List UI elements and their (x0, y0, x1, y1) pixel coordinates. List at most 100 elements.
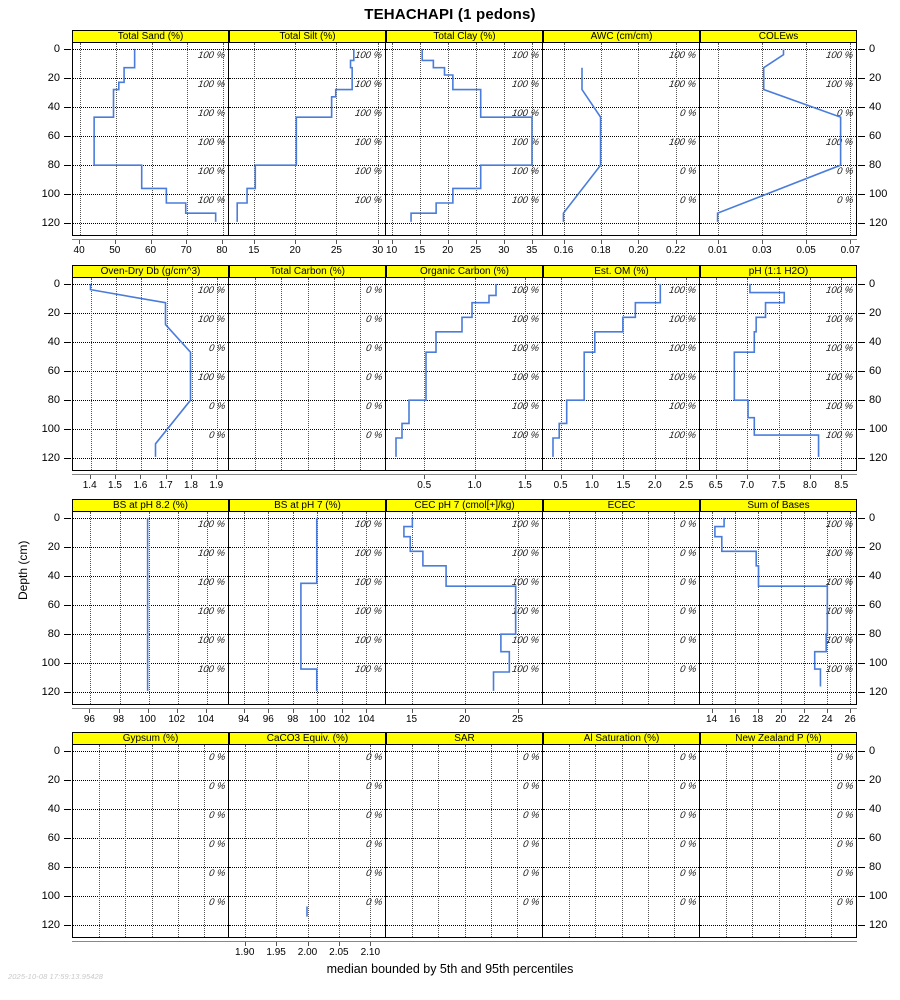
panel-title: Organic Carbon (%) (386, 265, 543, 278)
coverage-percent-label: 0 % (678, 547, 697, 559)
depth-gridline (543, 576, 699, 577)
x-axis-tick (686, 474, 688, 479)
x-axis-tick-label: 2.05 (329, 947, 349, 958)
x-axis-tick-label: 26 (844, 714, 856, 725)
depth-tick-left (64, 342, 71, 343)
value-gridline (166, 278, 168, 470)
depth-gridline (700, 165, 856, 167)
depth-gridline (700, 663, 856, 665)
chart-panel-al-saturation: Al Saturation (%) 0 % 0 % 0 % 0 % 0 % 0 % (543, 732, 700, 937)
value-gridline (341, 512, 343, 704)
depth-tick-label-left: 40 (47, 101, 60, 113)
series-line (700, 512, 856, 704)
depth-gridline (229, 165, 385, 167)
coverage-percent-label: 0 % (678, 664, 697, 676)
x-axis-tick (419, 239, 421, 244)
x-axis-tick-label: 1.5 (108, 480, 122, 491)
depth-gridline (73, 809, 228, 810)
series-line (700, 43, 856, 235)
x-axis-tick (338, 941, 340, 946)
depth-tick-label-left: 120 (41, 686, 60, 699)
depth-tick-right (858, 605, 865, 607)
x-axis-tick (150, 239, 152, 244)
x-axis-tick-label: 40 (73, 245, 85, 256)
depth-tick-label-right: 40 (869, 803, 882, 815)
x-axis-tick (205, 708, 207, 713)
depth-gridline (700, 458, 856, 460)
x-axis-tick-label: 16 (729, 714, 741, 725)
depth-gridline (229, 896, 385, 898)
x-axis-tick (761, 239, 763, 244)
value-gridline (806, 43, 808, 235)
chart-panel-total-clay: Total Clay (%) 100 % 100 % 100 % 100 % 100 % 1… (386, 30, 543, 235)
panel-bottom-border (72, 704, 857, 705)
value-gridline (747, 278, 749, 470)
depth-tick-label-left: 20 (47, 540, 60, 553)
value-gridline (177, 745, 179, 937)
value-gridline (125, 745, 127, 937)
value-gridline (516, 745, 518, 937)
depth-gridline (386, 925, 542, 927)
panel-plot-area: 0 % 0 % 0 % 0 % 0 % 0 % (72, 745, 229, 937)
depth-gridline (229, 867, 385, 869)
x-axis-tick (717, 239, 719, 244)
coverage-percent-label: 0 % (835, 810, 854, 821)
x-axis-tick (711, 708, 713, 713)
x-axis-tick-label: 1.8 (184, 480, 198, 491)
depth-tick-label-right: 20 (869, 71, 882, 84)
depth-gridline (543, 692, 699, 694)
x-axis-tick (268, 708, 270, 713)
x-axis-tick-label: 1.0 (585, 480, 599, 491)
coverage-percent-label: 0 % (207, 751, 226, 763)
chart-panel-est-om: Est. OM (%) 100 % 100 % 100 % 100 % 100 % 100 … (543, 265, 700, 470)
depth-gridline (543, 605, 699, 607)
x-axis-tick (803, 708, 805, 713)
panel-title: SAR (386, 732, 543, 745)
depth-gridline (543, 400, 699, 402)
chart-panel-ph-1-1-h2o: pH (1:1 H2O) 100 % 100 % 100 % 100 % 100 % 100… (700, 265, 857, 470)
x-axis-tick (295, 239, 297, 244)
depth-gridline (700, 223, 856, 225)
value-gridline (222, 43, 224, 235)
x-axis-tick-label: 20 (289, 245, 301, 256)
panel-plot-area: 0 % 0 % 0 % 0 % 0 % 0 % (700, 745, 857, 937)
depth-gridline (700, 136, 856, 138)
depth-tick-left (64, 165, 71, 167)
depth-gridline (229, 692, 385, 694)
x-axis-tick (292, 708, 294, 713)
series-line (543, 43, 699, 235)
panel-plot-area: 100 % 100 % 0 % 100 % 0 % 0 % (700, 43, 857, 235)
depth-gridline (700, 283, 856, 285)
depth-tick-left (64, 634, 71, 636)
depth-gridline (73, 312, 228, 314)
value-gridline (778, 278, 780, 470)
x-axis-tick-label: 1.90 (234, 947, 255, 958)
depth-tick-left (64, 517, 71, 519)
chart-panel-awc-cm-cm: AWC (cm/cm) 100 % 100 % 0 % 100 % 0 % 0 % (543, 30, 700, 235)
depth-tick-label-left: 80 (47, 861, 60, 874)
x-axis-tick-label: 0.03 (752, 245, 772, 256)
depth-gridline (543, 779, 699, 781)
depth-gridline (700, 838, 856, 840)
depth-tick-right (858, 223, 865, 225)
panel-title: Total Silt (%) (229, 30, 386, 43)
depth-tick-label-left: 60 (47, 365, 60, 378)
x-axis-tick (563, 239, 565, 244)
depth-tick-left (64, 136, 71, 138)
x-axis-tick-label: 2.0 (647, 480, 662, 491)
panel-title: BS at pH 8.2 (%) (72, 499, 229, 512)
value-gridline (151, 745, 153, 937)
depth-gridline (543, 107, 699, 108)
x-axis-tick-label: 94 (238, 714, 250, 725)
depth-gridline (73, 750, 228, 752)
value-gridline (726, 745, 728, 937)
depth-gridline (73, 136, 228, 138)
panel-title: Al Saturation (%) (543, 732, 700, 745)
value-gridline (412, 745, 414, 937)
series-line (229, 43, 385, 235)
depth-gridline (229, 194, 385, 196)
x-axis-tick (638, 239, 640, 244)
x-axis-tick (140, 474, 142, 479)
value-gridline (424, 278, 426, 470)
value-gridline (391, 43, 393, 235)
